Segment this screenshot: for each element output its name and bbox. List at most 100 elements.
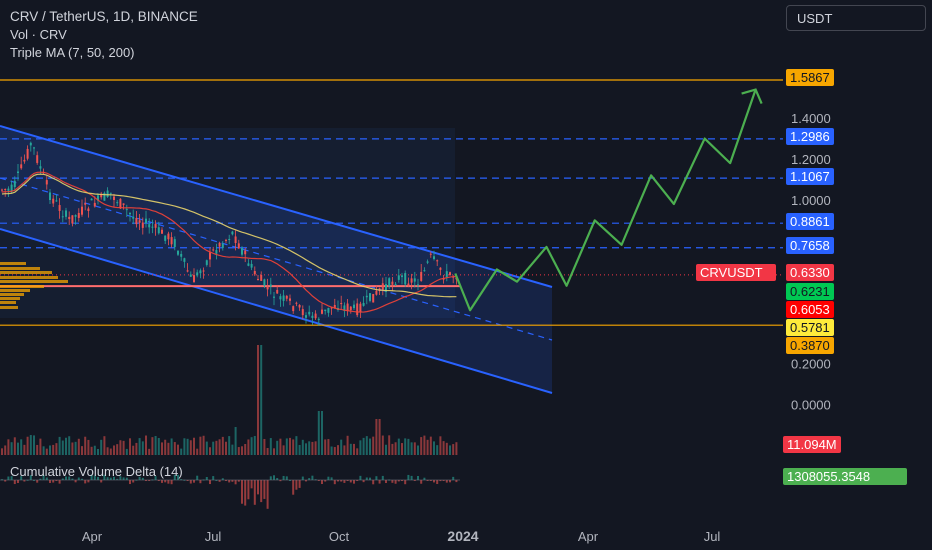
y-tick-label: 0.2000 [791, 356, 831, 371]
volume-bar [84, 436, 87, 455]
candle-body [362, 302, 365, 306]
volume-bar [279, 438, 282, 455]
volume-bar [209, 447, 211, 455]
cvd-bar [33, 479, 35, 481]
volume-bar [253, 435, 256, 455]
projection-arrowhead [741, 88, 763, 104]
x-tick-label: 2024 [447, 528, 478, 544]
cvd-bar [20, 476, 23, 480]
candle-body [295, 302, 298, 304]
cvd-bar [45, 477, 48, 480]
price-tag-1-2986: 1.2986 [786, 128, 834, 145]
candle-body [314, 313, 317, 319]
volume-bar [241, 446, 243, 455]
cvd-bar [4, 480, 7, 482]
volume-bar [385, 444, 387, 455]
cvd-bar [170, 480, 173, 485]
cvd-indicator-label[interactable]: Cumulative Volume Delta (14) [10, 464, 183, 479]
cvd-bar [359, 475, 362, 480]
candle-body [177, 250, 179, 255]
symbol-title[interactable]: CRV / TetherUS, 1D, BINANCE [10, 9, 198, 24]
candle-body [321, 309, 323, 314]
volume-bar [161, 442, 163, 455]
volume-bar [343, 445, 346, 455]
volume-bar [413, 442, 416, 455]
volume-profile-bar [0, 280, 68, 283]
cvd-bar [225, 480, 227, 481]
candle-body [410, 278, 413, 283]
ma50-line [1, 171, 457, 313]
cvd-bar [391, 480, 394, 483]
candle-body [205, 260, 208, 265]
volume-bar [442, 441, 445, 455]
candle-body [29, 142, 32, 146]
candle-body [161, 229, 163, 234]
volume-profile-bar [0, 271, 52, 274]
candle-body [17, 171, 19, 174]
volume-bar [433, 441, 435, 455]
price-tag-1-5867: 1.5867 [786, 69, 834, 86]
volume-bar [71, 442, 74, 455]
cvd-bar [417, 475, 419, 480]
candle-body [356, 303, 359, 316]
candle-body [61, 216, 64, 218]
cvd-bar [455, 480, 458, 483]
volume-bar [321, 411, 323, 455]
cvd-bar [321, 480, 323, 485]
cvd-bar [212, 476, 215, 480]
currency-selector[interactable]: USDT [786, 5, 926, 31]
candle-body [388, 278, 391, 287]
cvd-bar [369, 477, 371, 480]
candle-body [263, 279, 266, 286]
cvd-bar [177, 474, 179, 480]
candle-body [186, 270, 189, 272]
volume-bar [138, 438, 141, 455]
volume-bar [308, 441, 311, 455]
candle-body [369, 293, 371, 301]
cvd-bar [436, 480, 439, 484]
cvd-bar [49, 480, 51, 483]
volume-tag: 11.094M [783, 436, 841, 453]
cvd-bar [145, 480, 147, 481]
cvd-bar [381, 475, 384, 480]
volume-bar [205, 441, 208, 455]
cvd-bar [97, 477, 99, 480]
volume-bar [369, 438, 371, 455]
candle-body [148, 224, 151, 228]
triple-ma-indicator-label[interactable]: Triple MA (7, 50, 200) [10, 45, 135, 60]
volume-profile-bar [0, 297, 20, 300]
candle-body [231, 231, 234, 235]
volume-indicator-label[interactable]: Vol · CRV [10, 27, 67, 42]
volume-bar [324, 439, 327, 455]
volume-bar [257, 345, 259, 455]
cvd-bar [410, 475, 413, 480]
volume-bar [58, 436, 61, 455]
cvd-bar [327, 476, 330, 480]
candle-body [420, 271, 423, 281]
candle-body [285, 295, 288, 299]
cvd-bar [356, 480, 359, 481]
candle-body [1, 189, 3, 191]
candle-body [215, 250, 218, 254]
cvd-bar [138, 476, 141, 480]
candle-body [301, 309, 304, 316]
cvd-bar [340, 480, 343, 482]
cvd-bar [109, 477, 112, 480]
symbol-tag: CRVUSDT [696, 264, 776, 281]
candle-body [234, 236, 237, 244]
cvd-bar [401, 480, 403, 481]
candle-body [138, 220, 141, 223]
volume-bar [317, 411, 320, 455]
volume-bar [33, 435, 35, 455]
candle-body [167, 233, 170, 240]
volume-bar [365, 436, 368, 455]
cvd-bar [237, 480, 240, 482]
volume-bar [234, 427, 237, 455]
candle-body [71, 215, 74, 224]
candle-body [119, 198, 122, 209]
volume-bar [129, 438, 131, 455]
candle-body [58, 205, 61, 211]
candle-body [349, 306, 352, 311]
cvd-bar [52, 480, 55, 483]
